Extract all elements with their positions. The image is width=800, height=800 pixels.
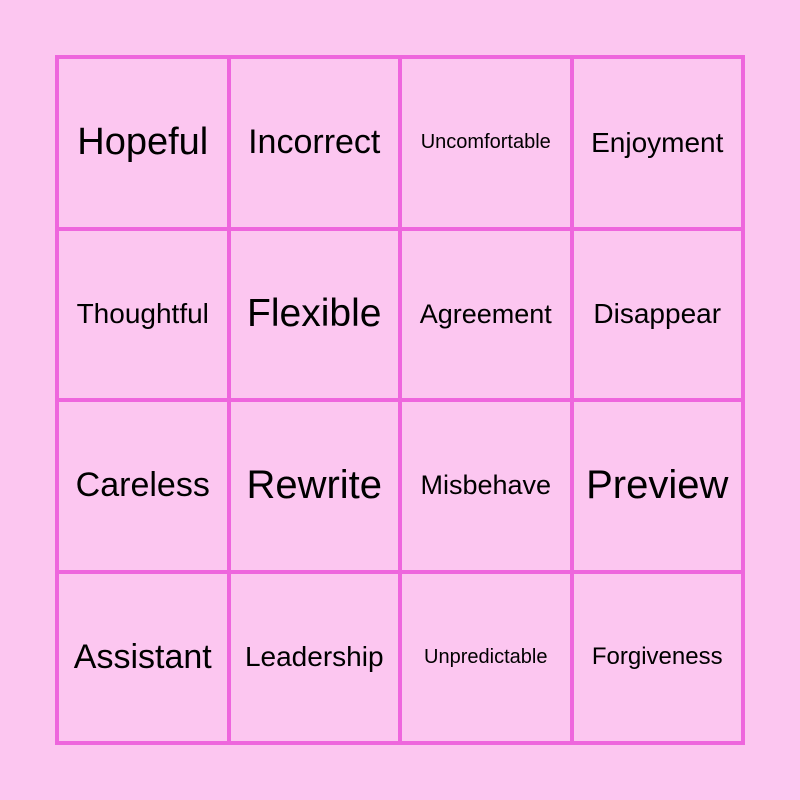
bingo-cell[interactable]: Thoughtful (57, 228, 229, 400)
bingo-cell[interactable]: Incorrect (228, 57, 400, 229)
bingo-cell[interactable]: Flexible (228, 228, 400, 400)
bingo-cell[interactable]: Preview (571, 400, 743, 572)
bingo-cell[interactable]: Misbehave (400, 400, 572, 572)
bingo-cell[interactable]: Unpredictable (400, 571, 572, 743)
bingo-cell[interactable]: Leadership (228, 571, 400, 743)
bingo-cell[interactable]: Agreement (400, 228, 572, 400)
bingo-cell[interactable]: Assistant (57, 571, 229, 743)
bingo-cell[interactable]: Hopeful (57, 57, 229, 229)
bingo-cell[interactable]: Uncomfortable (400, 57, 572, 229)
bingo-grid: Hopeful Incorrect Uncomfortable Enjoymen… (55, 55, 745, 745)
bingo-cell[interactable]: Rewrite (228, 400, 400, 572)
bingo-cell[interactable]: Enjoyment (571, 57, 743, 229)
bingo-cell[interactable]: Careless (57, 400, 229, 572)
bingo-cell[interactable]: Disappear (571, 228, 743, 400)
bingo-cell[interactable]: Forgiveness (571, 571, 743, 743)
